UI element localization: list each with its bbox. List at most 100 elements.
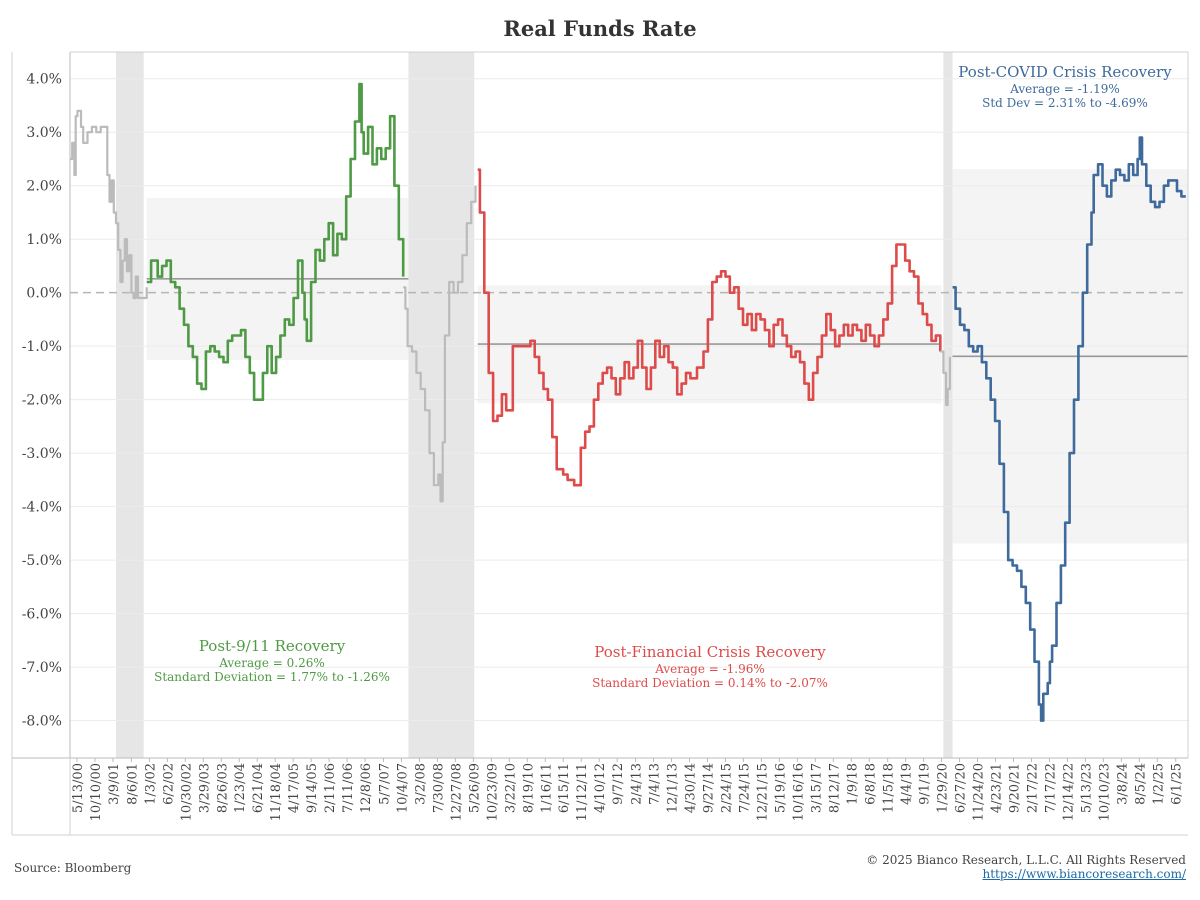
average-lines-group: [146, 277, 1188, 358]
y-tick-label-3: 1.0%: [26, 232, 62, 248]
axes-group: [11, 51, 1189, 836]
x-tick-label-34: 4/30/14: [684, 763, 699, 813]
x-tick-label-6: 10/30/02: [179, 763, 194, 821]
x-tick-label-20: 7/30/08: [431, 763, 446, 813]
recession-bar-1: [408, 52, 475, 758]
x-tick-label-25: 8/19/10: [521, 763, 536, 813]
x-tick-label-30: 9/7/12: [611, 763, 626, 805]
x-tick-label-38: 12/21/15: [755, 763, 770, 821]
x-tick-label-18: 10/4/07: [395, 763, 410, 813]
x-tick-label-56: 5/13/23: [1079, 763, 1094, 813]
annotation-stddev-postgfc: Standard Deviation = 0.14% to -2.07%: [592, 676, 828, 690]
x-tick-label-40: 10/16/16: [791, 763, 806, 821]
website-link[interactable]: https://www.biancoresearch.com/: [982, 867, 1186, 881]
x-tick-label-14: 2/11/06: [323, 763, 338, 813]
x-tick-label-60: 1/2/25: [1151, 763, 1166, 805]
x-tick-label-5: 6/2/02: [161, 763, 176, 805]
annotation-title-post911: Post-9/11 Recovery: [199, 637, 346, 655]
x-tick-label-35: 9/27/14: [701, 763, 716, 813]
x-tick-label-53: 2/17/22: [1025, 763, 1040, 813]
chart-title: Real Funds Rate: [503, 16, 697, 41]
y-tick-label-11: -7.0%: [22, 660, 62, 676]
y-tick-label-4: 0.0%: [26, 286, 62, 302]
y-tick-label-12: -8.0%: [22, 714, 62, 730]
x-tick-label-41: 3/15/17: [809, 763, 824, 813]
x-tick-label-11: 11/18/04: [269, 763, 284, 821]
annotation-average-postcovid: Average = -1.19%: [1009, 82, 1120, 96]
x-tick-label-1: 10/10/00: [89, 763, 104, 821]
annotation-title-postgfc: Post-Financial Crisis Recovery: [594, 643, 826, 661]
x-tick-label-45: 11/5/18: [882, 763, 897, 813]
x-tick-label-3: 8/6/01: [125, 763, 140, 805]
x-tick-label-58: 3/8/24: [1115, 763, 1130, 805]
series-line-gray-4: [940, 350, 951, 407]
x-tick-label-12: 4/17/05: [287, 763, 302, 813]
annotation-title-postcovid: Post-COVID Crisis Recovery: [958, 63, 1172, 81]
x-tick-label-15: 7/11/06: [341, 763, 356, 813]
x-tick-label-8: 8/26/03: [215, 763, 230, 813]
annotation-stddev-post911: Standard Deviation = 1.77% to -1.26%: [154, 670, 390, 684]
x-tick-label-26: 1/16/11: [539, 763, 554, 813]
series-line-gray-2: [403, 185, 477, 503]
x-tick-label-33: 12/1/13: [666, 763, 681, 813]
series-line-postgfc-3: [477, 168, 942, 487]
x-tick-label-57: 10/10/23: [1097, 763, 1112, 821]
y-tick-label-9: -5.0%: [22, 553, 62, 569]
series-line-postcovid-5: [952, 136, 1186, 722]
x-tick-label-55: 12/14/22: [1061, 763, 1076, 821]
x-tick-label-44: 6/8/18: [863, 763, 878, 805]
x-tick-label-2: 3/9/01: [107, 763, 122, 805]
series-group: [70, 82, 1186, 722]
x-tick-label-52: 9/20/21: [1008, 763, 1023, 813]
x-tick-label-28: 11/12/11: [575, 763, 590, 821]
recession-bar-0: [116, 52, 144, 758]
x-tick-label-7: 3/29/03: [197, 763, 212, 813]
x-tick-label-16: 12/8/06: [359, 763, 374, 813]
x-tick-label-17: 5/7/07: [377, 763, 392, 805]
gridlines-group: [70, 78, 1188, 722]
y-tick-label-8: -4.0%: [22, 500, 62, 516]
x-tick-label-54: 7/17/22: [1043, 763, 1058, 813]
x-tick-label-24: 3/22/10: [503, 763, 518, 813]
x-tick-label-10: 6/21/04: [251, 763, 266, 813]
annotation-average-postgfc: Average = -1.96%: [654, 662, 765, 676]
x-tick-label-49: 6/27/20: [954, 763, 969, 813]
annotation-average-post911: Average = 0.26%: [218, 656, 325, 670]
y-tick-labels-group: 4.0% 3.0% 2.0% 1.0% 0.0% -1.0% -2.0% -3.0% -4.0%…: [22, 72, 62, 730]
y-tick-label-1: 3.0%: [26, 125, 62, 141]
x-tick-label-29: 4/10/12: [593, 763, 608, 813]
x-tick-label-43: 1/9/18: [845, 763, 860, 805]
x-tick-label-37: 7/24/15: [737, 763, 752, 813]
y-tick-label-7: -3.0%: [22, 446, 62, 462]
x-tick-label-39: 5/19/16: [773, 763, 788, 813]
x-tick-label-19: 3/2/08: [413, 763, 428, 805]
y-tick-label-6: -2.0%: [22, 393, 62, 409]
series-line-gray-0: [70, 109, 148, 300]
copyright-note: © 2025 Bianco Research, L.L.C. All Right…: [866, 853, 1186, 867]
x-tick-labels-group: 5/13/00 10/10/00 3/9/01 8/6/01 1/3/02 6/2/02 1…: [71, 763, 1185, 821]
x-tick-label-0: 5/13/00: [71, 763, 86, 813]
x-tick-label-36: 2/24/15: [719, 763, 734, 813]
x-tick-label-59: 8/5/24: [1133, 763, 1148, 805]
x-tick-label-42: 8/12/17: [827, 763, 842, 813]
x-tick-label-50: 11/24/20: [972, 763, 987, 821]
y-tick-label-2: 2.0%: [26, 179, 62, 195]
x-tick-label-9: 1/23/04: [233, 763, 248, 813]
x-tick-label-21: 12/27/08: [449, 763, 464, 821]
x-tick-label-4: 1/3/02: [143, 763, 158, 805]
x-tick-label-13: 9/14/05: [305, 763, 320, 813]
x-tick-label-32: 7/4/13: [648, 763, 663, 805]
annotation-stddev-postcovid: Std Dev = 2.31% to -4.69%: [982, 96, 1148, 110]
x-tick-label-51: 4/23/21: [990, 763, 1005, 813]
source-note: Source: Bloomberg: [14, 861, 132, 875]
x-tick-label-27: 6/15/11: [557, 763, 572, 813]
x-tick-label-23: 10/23/09: [485, 763, 500, 821]
x-tick-label-31: 2/4/13: [630, 763, 645, 805]
x-tick-label-47: 9/1/19: [918, 763, 933, 805]
x-tick-label-46: 4/4/19: [900, 763, 915, 805]
y-tick-label-10: -6.0%: [22, 607, 62, 623]
y-tick-label-5: -1.0%: [22, 339, 62, 355]
series-line-post911-1: [146, 82, 405, 401]
